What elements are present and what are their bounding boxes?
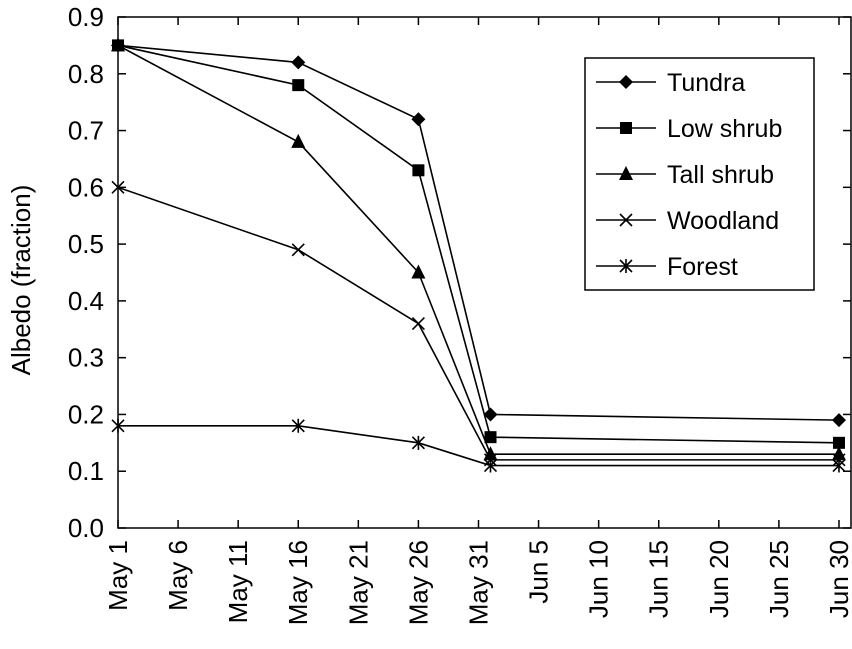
- y-tick-label: 0.8: [68, 59, 104, 89]
- y-tick-label: 0.7: [68, 116, 104, 146]
- data-point-forest: [483, 458, 498, 473]
- data-point-low-shrub: [412, 164, 425, 177]
- legend-label: Tall shrub: [667, 161, 774, 189]
- x-tick-label: May 6: [163, 540, 193, 611]
- x-tick-label: May 26: [403, 540, 433, 625]
- y-tick-label: 0.4: [68, 286, 104, 316]
- y-tick-label: 0.1: [68, 456, 104, 486]
- data-point-tall-shrub: [291, 133, 306, 148]
- axis-ticks: 0.0 0.1 0.2 0.3 0.4 0.5 0.6 0.7 0.8 0.9 May 1 May 6…: [68, 2, 852, 625]
- legend-label: Tundra: [667, 69, 745, 97]
- x-tick-label: May 16: [283, 540, 313, 625]
- data-point-tundra: [291, 55, 306, 70]
- x-tick-label: Jun 20: [704, 540, 734, 618]
- y-tick-label: 0.5: [68, 229, 104, 259]
- data-point-low-shrub: [292, 79, 305, 92]
- x-tick-label: May 21: [343, 540, 373, 625]
- x-tick-label: Jun 15: [644, 540, 674, 618]
- legend-item-tundra: Tundra: [596, 69, 745, 97]
- data-point-tundra: [831, 413, 846, 428]
- legend-item-tall-shrub: Tall shrub: [596, 161, 774, 189]
- y-tick-label: 0.6: [68, 172, 104, 202]
- x-tick-label: Jun 10: [584, 540, 614, 618]
- legend: Tundra Low shrub Tall shrub Woodland Forest: [584, 57, 815, 291]
- data-point-woodland: [291, 243, 305, 257]
- data-point-forest: [832, 458, 846, 473]
- legend-marker-tall-shrub: [619, 166, 633, 180]
- y-tick-label: 0.9: [68, 2, 104, 32]
- series-low-shrub: [112, 39, 845, 449]
- x-tick-label: May 31: [463, 540, 493, 625]
- legend-marker-forest: [619, 259, 633, 273]
- legend-item-low-shrub: Low shrub: [596, 115, 782, 143]
- data-point-tall-shrub: [411, 264, 426, 279]
- x-tick-label: May 11: [223, 540, 253, 623]
- plot-frame: [117, 16, 852, 529]
- y-tick-label: 0.3: [68, 343, 104, 373]
- legend-item-woodland: Woodland: [596, 207, 779, 235]
- data-point-low-shrub: [832, 436, 845, 449]
- y-tick-label: 0.2: [68, 399, 104, 429]
- legend-label: Low shrub: [667, 115, 782, 143]
- x-tick-label: Jun 25: [764, 540, 794, 618]
- x-tick-label: Jun 30: [824, 540, 852, 618]
- legend-label: Woodland: [667, 207, 779, 235]
- y-axis-title: Albedo (fraction): [6, 185, 36, 376]
- data-point-woodland: [411, 317, 425, 331]
- data-point-low-shrub: [484, 431, 497, 444]
- data-point-tundra: [411, 112, 426, 127]
- series-lines: [111, 37, 846, 473]
- data-point-forest: [291, 418, 305, 433]
- data-point-tall-shrub: [483, 446, 498, 461]
- legend-label: Forest: [667, 253, 738, 281]
- legend-marker-tundra: [619, 75, 633, 89]
- legend-marker-low-shrub: [620, 122, 632, 134]
- legend-marker-woodland: [619, 213, 633, 227]
- x-tick-label: Jun 5: [524, 540, 554, 604]
- series-forest: [111, 418, 846, 473]
- y-tick-label: 0.0: [68, 513, 104, 543]
- x-tick-label: May 1: [103, 540, 133, 611]
- legend-item-forest: Forest: [596, 253, 738, 281]
- series-tundra: [111, 38, 846, 428]
- data-point-tundra: [483, 407, 498, 422]
- data-point-forest: [411, 435, 425, 450]
